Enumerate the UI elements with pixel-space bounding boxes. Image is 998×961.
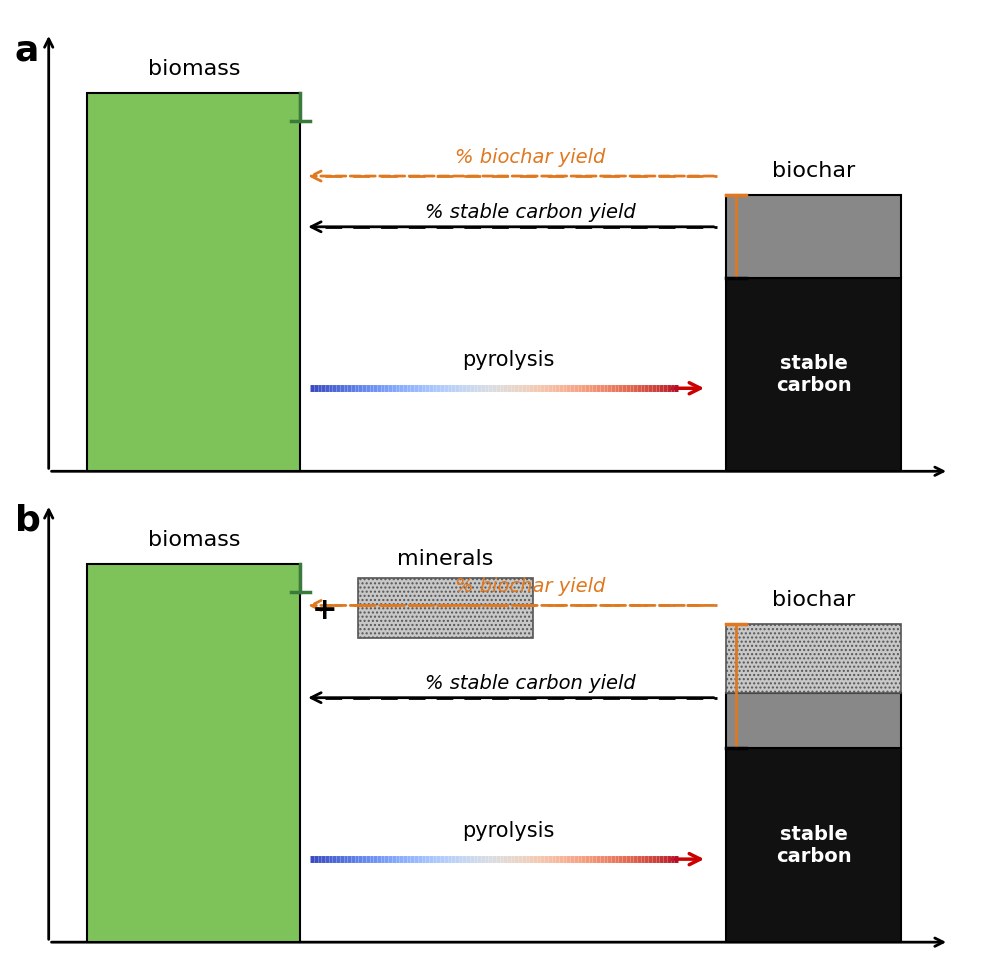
Bar xyxy=(88,564,300,942)
Text: biomass: biomass xyxy=(148,60,241,79)
Text: biochar: biochar xyxy=(771,590,855,610)
Text: % biochar yield: % biochar yield xyxy=(455,148,606,167)
Text: % stable carbon yield: % stable carbon yield xyxy=(425,674,636,693)
Text: stable
carbon: stable carbon xyxy=(775,354,851,395)
Text: % stable carbon yield: % stable carbon yield xyxy=(425,203,636,222)
Text: biomass: biomass xyxy=(148,530,241,550)
Text: a: a xyxy=(15,33,39,67)
Bar xyxy=(88,93,300,471)
Text: b: b xyxy=(15,504,41,538)
Text: stable
carbon: stable carbon xyxy=(775,825,851,866)
Bar xyxy=(358,578,533,638)
Bar xyxy=(727,624,900,693)
Text: pyrolysis: pyrolysis xyxy=(462,821,555,841)
Bar xyxy=(727,749,900,942)
Text: +: + xyxy=(311,596,337,625)
Bar xyxy=(727,194,900,278)
Text: minerals: minerals xyxy=(397,549,494,569)
Text: biochar: biochar xyxy=(771,160,855,181)
Text: pyrolysis: pyrolysis xyxy=(462,350,555,370)
Text: % biochar yield: % biochar yield xyxy=(455,578,606,596)
Bar xyxy=(727,278,900,471)
Bar xyxy=(727,693,900,749)
